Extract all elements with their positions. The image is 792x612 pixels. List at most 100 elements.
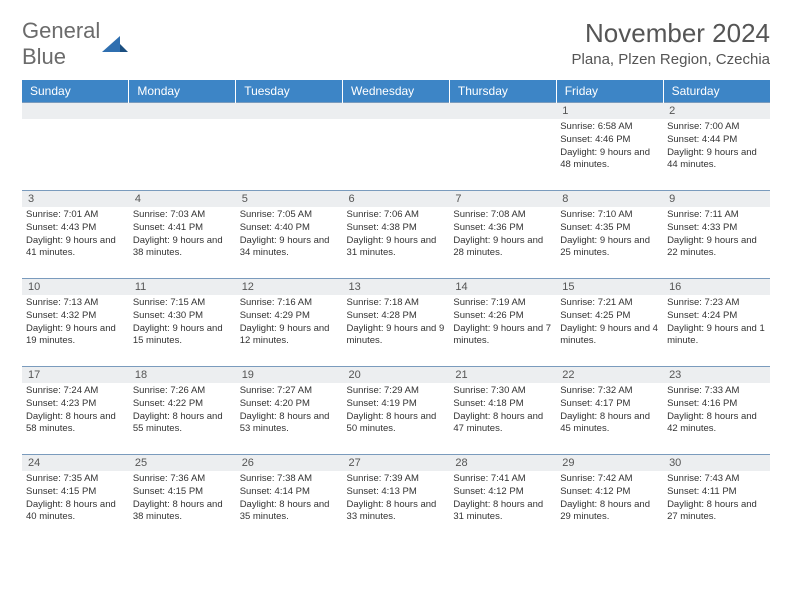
day-header: Wednesday <box>343 80 450 103</box>
sunset: Sunset: 4:13 PM <box>347 486 446 499</box>
sunrise: Sunrise: 7:35 AM <box>26 473 125 486</box>
day-body: Sunrise: 7:18 AMSunset: 4:28 PMDaylight:… <box>343 295 450 352</box>
day-number: 5 <box>236 191 343 207</box>
sunrise: Sunrise: 7:11 AM <box>667 209 766 222</box>
day-cell: 2Sunrise: 7:00 AMSunset: 4:44 PMDaylight… <box>663 103 770 191</box>
sunrise: Sunrise: 7:13 AM <box>26 297 125 310</box>
daylight: Daylight: 9 hours and 12 minutes. <box>240 323 339 349</box>
day-cell <box>449 103 556 191</box>
daylight: Daylight: 9 hours and 1 minute. <box>667 323 766 349</box>
sunrise: Sunrise: 7:10 AM <box>560 209 659 222</box>
sunset: Sunset: 4:41 PM <box>133 222 232 235</box>
sunrise: Sunrise: 7:08 AM <box>453 209 552 222</box>
sunrise: Sunrise: 7:00 AM <box>667 121 766 134</box>
sunrise: Sunrise: 7:24 AM <box>26 385 125 398</box>
sunset: Sunset: 4:28 PM <box>347 310 446 323</box>
day-number: 2 <box>663 103 770 119</box>
sunset: Sunset: 4:15 PM <box>133 486 232 499</box>
daylight: Daylight: 9 hours and 22 minutes. <box>667 235 766 261</box>
day-body: Sunrise: 7:05 AMSunset: 4:40 PMDaylight:… <box>236 207 343 264</box>
sunrise: Sunrise: 7:03 AM <box>133 209 232 222</box>
week-row: 3Sunrise: 7:01 AMSunset: 4:43 PMDaylight… <box>22 191 770 279</box>
day-body: Sunrise: 7:39 AMSunset: 4:13 PMDaylight:… <box>343 471 450 528</box>
sunrise: Sunrise: 6:58 AM <box>560 121 659 134</box>
sunrise: Sunrise: 7:19 AM <box>453 297 552 310</box>
daylight: Daylight: 8 hours and 47 minutes. <box>453 411 552 437</box>
sunset: Sunset: 4:43 PM <box>26 222 125 235</box>
day-cell: 13Sunrise: 7:18 AMSunset: 4:28 PMDayligh… <box>343 279 450 367</box>
daylight: Daylight: 9 hours and 38 minutes. <box>133 235 232 261</box>
sunrise: Sunrise: 7:15 AM <box>133 297 232 310</box>
sunrise: Sunrise: 7:42 AM <box>560 473 659 486</box>
daylight: Daylight: 8 hours and 53 minutes. <box>240 411 339 437</box>
day-number <box>236 103 343 119</box>
day-body: Sunrise: 7:41 AMSunset: 4:12 PMDaylight:… <box>449 471 556 528</box>
daylight: Daylight: 8 hours and 42 minutes. <box>667 411 766 437</box>
day-number: 24 <box>22 455 129 471</box>
day-cell: 28Sunrise: 7:41 AMSunset: 4:12 PMDayligh… <box>449 455 556 543</box>
day-number: 13 <box>343 279 450 295</box>
sunset: Sunset: 4:12 PM <box>560 486 659 499</box>
day-body: Sunrise: 7:29 AMSunset: 4:19 PMDaylight:… <box>343 383 450 440</box>
daylight: Daylight: 9 hours and 4 minutes. <box>560 323 659 349</box>
day-body: Sunrise: 7:36 AMSunset: 4:15 PMDaylight:… <box>129 471 236 528</box>
sunset: Sunset: 4:22 PM <box>133 398 232 411</box>
day-cell: 19Sunrise: 7:27 AMSunset: 4:20 PMDayligh… <box>236 367 343 455</box>
day-number: 28 <box>449 455 556 471</box>
daylight: Daylight: 9 hours and 19 minutes. <box>26 323 125 349</box>
logo: General Blue <box>22 18 128 70</box>
day-header: Saturday <box>663 80 770 103</box>
daylight: Daylight: 8 hours and 58 minutes. <box>26 411 125 437</box>
day-header-row: Sunday Monday Tuesday Wednesday Thursday… <box>22 80 770 103</box>
sunset: Sunset: 4:29 PM <box>240 310 339 323</box>
title-block: November 2024 Plana, Plzen Region, Czech… <box>572 18 770 68</box>
day-cell: 7Sunrise: 7:08 AMSunset: 4:36 PMDaylight… <box>449 191 556 279</box>
day-body: Sunrise: 7:16 AMSunset: 4:29 PMDaylight:… <box>236 295 343 352</box>
day-body: Sunrise: 7:03 AMSunset: 4:41 PMDaylight:… <box>129 207 236 264</box>
daylight: Daylight: 9 hours and 9 minutes. <box>347 323 446 349</box>
day-body: Sunrise: 7:35 AMSunset: 4:15 PMDaylight:… <box>22 471 129 528</box>
day-body: Sunrise: 6:58 AMSunset: 4:46 PMDaylight:… <box>556 119 663 176</box>
day-body: Sunrise: 7:13 AMSunset: 4:32 PMDaylight:… <box>22 295 129 352</box>
location: Plana, Plzen Region, Czechia <box>572 51 770 68</box>
day-number <box>22 103 129 119</box>
day-number: 1 <box>556 103 663 119</box>
daylight: Daylight: 8 hours and 29 minutes. <box>560 499 659 525</box>
day-body: Sunrise: 7:15 AMSunset: 4:30 PMDaylight:… <box>129 295 236 352</box>
day-cell: 26Sunrise: 7:38 AMSunset: 4:14 PMDayligh… <box>236 455 343 543</box>
day-cell: 6Sunrise: 7:06 AMSunset: 4:38 PMDaylight… <box>343 191 450 279</box>
day-number <box>129 103 236 119</box>
day-number: 18 <box>129 367 236 383</box>
day-number: 15 <box>556 279 663 295</box>
day-body: Sunrise: 7:11 AMSunset: 4:33 PMDaylight:… <box>663 207 770 264</box>
day-number: 8 <box>556 191 663 207</box>
day-number: 27 <box>343 455 450 471</box>
day-number: 25 <box>129 455 236 471</box>
sunrise: Sunrise: 7:30 AM <box>453 385 552 398</box>
day-number: 26 <box>236 455 343 471</box>
calendar-table: Sunday Monday Tuesday Wednesday Thursday… <box>22 80 770 543</box>
day-cell: 17Sunrise: 7:24 AMSunset: 4:23 PMDayligh… <box>22 367 129 455</box>
sunrise: Sunrise: 7:18 AM <box>347 297 446 310</box>
day-cell: 4Sunrise: 7:03 AMSunset: 4:41 PMDaylight… <box>129 191 236 279</box>
day-cell <box>129 103 236 191</box>
sunset: Sunset: 4:33 PM <box>667 222 766 235</box>
day-body: Sunrise: 7:27 AMSunset: 4:20 PMDaylight:… <box>236 383 343 440</box>
daylight: Daylight: 9 hours and 28 minutes. <box>453 235 552 261</box>
daylight: Daylight: 9 hours and 34 minutes. <box>240 235 339 261</box>
day-body: Sunrise: 7:06 AMSunset: 4:38 PMDaylight:… <box>343 207 450 264</box>
day-header: Sunday <box>22 80 129 103</box>
day-cell: 9Sunrise: 7:11 AMSunset: 4:33 PMDaylight… <box>663 191 770 279</box>
day-header: Tuesday <box>236 80 343 103</box>
day-cell <box>236 103 343 191</box>
sunrise: Sunrise: 7:27 AM <box>240 385 339 398</box>
sunset: Sunset: 4:17 PM <box>560 398 659 411</box>
day-number: 29 <box>556 455 663 471</box>
day-body: Sunrise: 7:38 AMSunset: 4:14 PMDaylight:… <box>236 471 343 528</box>
day-body: Sunrise: 7:08 AMSunset: 4:36 PMDaylight:… <box>449 207 556 264</box>
day-header: Monday <box>129 80 236 103</box>
daylight: Daylight: 9 hours and 31 minutes. <box>347 235 446 261</box>
sunset: Sunset: 4:16 PM <box>667 398 766 411</box>
day-header: Friday <box>556 80 663 103</box>
daylight: Daylight: 8 hours and 50 minutes. <box>347 411 446 437</box>
